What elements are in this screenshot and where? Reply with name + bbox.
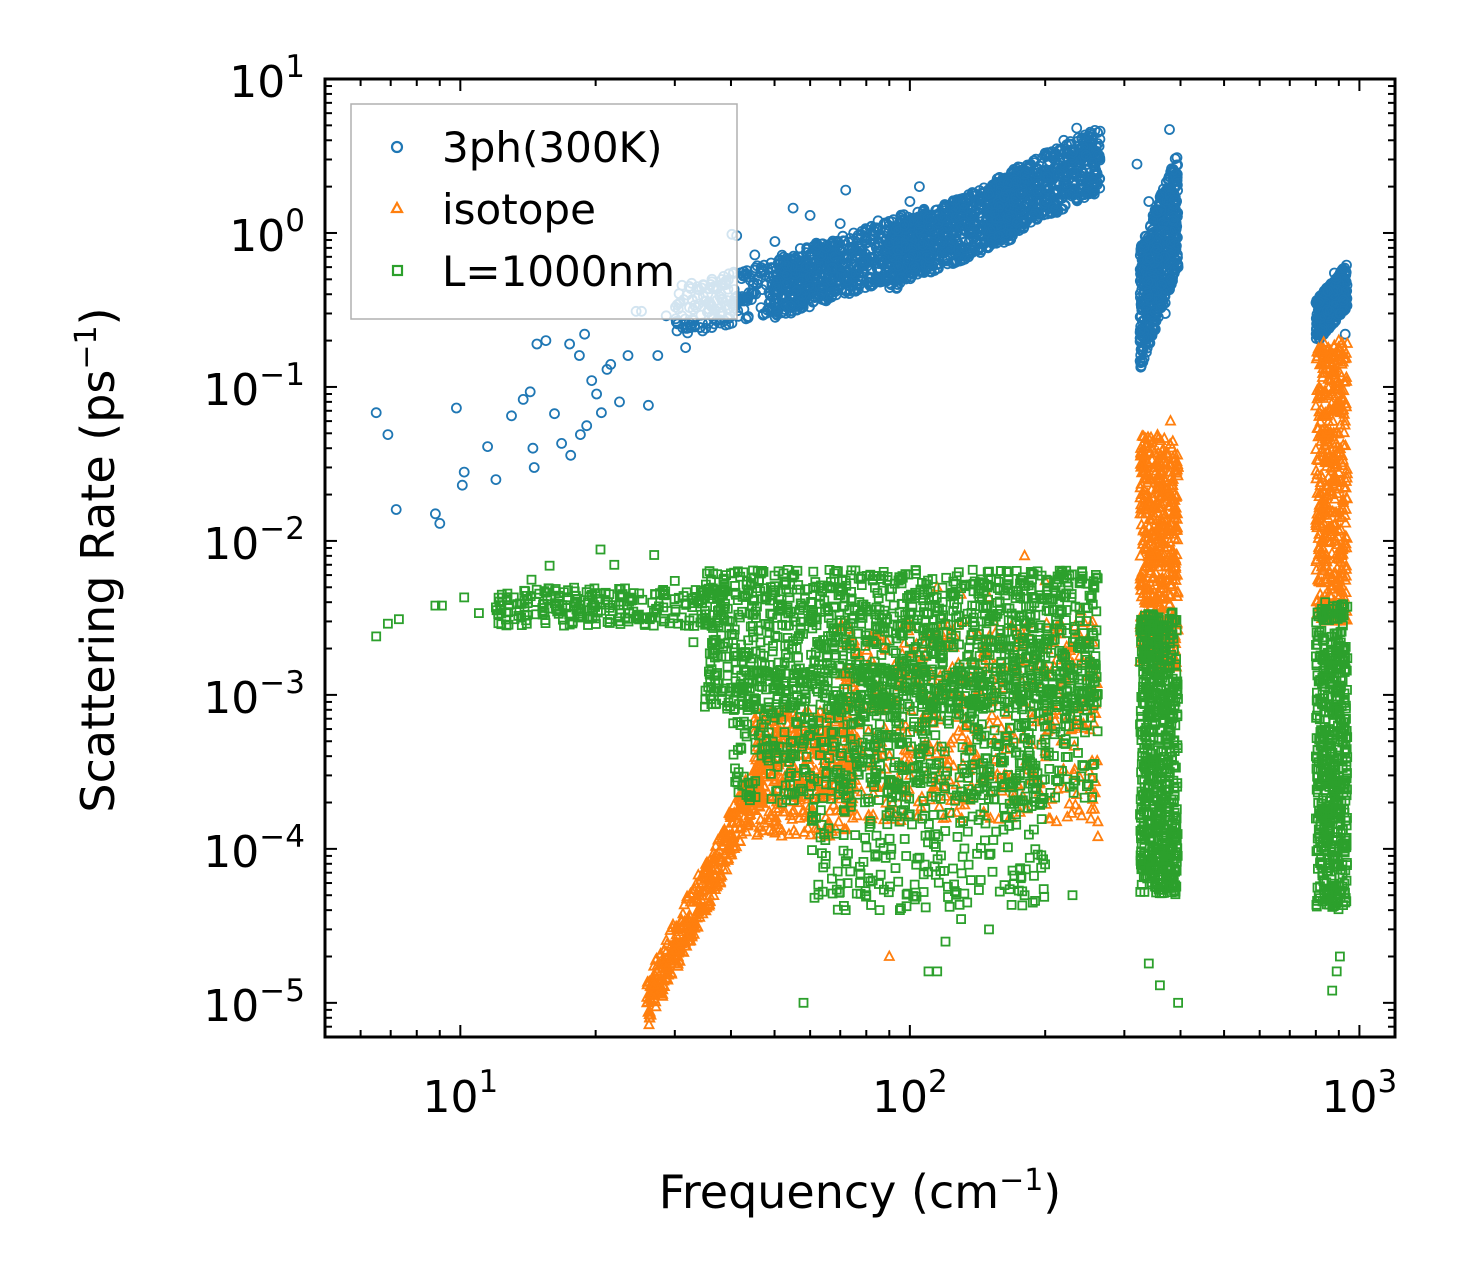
point-3ph-300k- [564, 338, 575, 350]
point-3ph-300k- [524, 386, 536, 398]
point-3ph-300k- [390, 504, 402, 515]
point-3ph-300k- [575, 429, 586, 441]
point-3ph-300k- [581, 420, 593, 432]
point-3ph-300k- [549, 408, 560, 420]
point-3ph-300k- [382, 429, 394, 441]
data-points-layer [370, 122, 1354, 1030]
point-3ph-300k- [528, 462, 540, 473]
point-3ph-300k- [829, 251, 841, 263]
point-3ph-300k- [1131, 158, 1143, 170]
point-3ph-300k- [643, 399, 654, 411]
point-3ph-300k- [429, 508, 441, 520]
point-3ph-300k- [370, 407, 382, 419]
point-3ph-300k- [565, 449, 577, 461]
point-3ph-300k- [596, 407, 607, 419]
point-3ph-300k- [787, 202, 799, 214]
point-3ph-300k- [450, 402, 462, 414]
point-3ph-300k- [531, 338, 543, 350]
point-3ph-300k- [591, 388, 602, 400]
point-3ph-300k- [579, 328, 590, 340]
point-3ph-300k- [490, 474, 502, 486]
point-3ph-300k- [749, 249, 761, 261]
point-isotope [879, 762, 892, 774]
point-3ph-300k- [803, 251, 815, 262]
point-isotope [1084, 812, 1097, 824]
point-3ph-300k- [769, 311, 781, 323]
point-3ph-300k- [814, 280, 825, 292]
point-3ph-300k- [904, 196, 916, 207]
point-3ph-300k- [834, 244, 845, 256]
point-3ph-300k- [697, 325, 708, 337]
point-3ph-300k- [755, 302, 767, 314]
point-3ph-300k- [837, 230, 849, 242]
point-3ph-300k- [434, 518, 446, 529]
point-3ph-300k- [517, 393, 529, 405]
point-isotope [1075, 808, 1088, 821]
point-isotope [1069, 798, 1082, 810]
point-3ph-300k- [794, 243, 806, 254]
point-3ph-300k- [742, 295, 753, 307]
point-3ph-300k- [506, 410, 517, 422]
point-3ph-300k- [840, 184, 852, 196]
point-3ph-300k- [1071, 122, 1083, 134]
point-3ph-300k- [540, 335, 552, 347]
point-isotope [832, 814, 845, 827]
point-3ph-300k- [680, 342, 691, 354]
point-3ph-300k- [914, 181, 925, 193]
point-3ph-300k- [682, 322, 694, 334]
point-3ph-300k- [797, 296, 809, 308]
point-3ph-300k- [458, 466, 470, 478]
point-3ph-300k- [1143, 196, 1155, 207]
point-3ph-300k- [1164, 124, 1175, 135]
point-3ph-300k- [752, 274, 763, 286]
point-3ph-300k- [742, 312, 754, 324]
point-3ph-300k- [482, 441, 494, 453]
point-3ph-300k- [622, 350, 634, 361]
point-3ph-300k- [652, 350, 664, 361]
point-3ph-300k- [769, 236, 781, 247]
point-3ph-300k- [756, 264, 768, 276]
point-3ph-300k- [614, 396, 625, 408]
point-3ph-300k- [456, 479, 468, 491]
point-3ph-300k- [834, 218, 846, 230]
point-3ph-300k- [556, 437, 567, 449]
point-3ph-300k- [706, 322, 718, 333]
point-3ph-300k- [761, 307, 772, 319]
point-3ph-300k- [804, 209, 816, 221]
point-3ph-300k- [586, 375, 598, 387]
point-3ph-300k- [527, 442, 539, 454]
point-3ph-300k- [574, 350, 585, 361]
